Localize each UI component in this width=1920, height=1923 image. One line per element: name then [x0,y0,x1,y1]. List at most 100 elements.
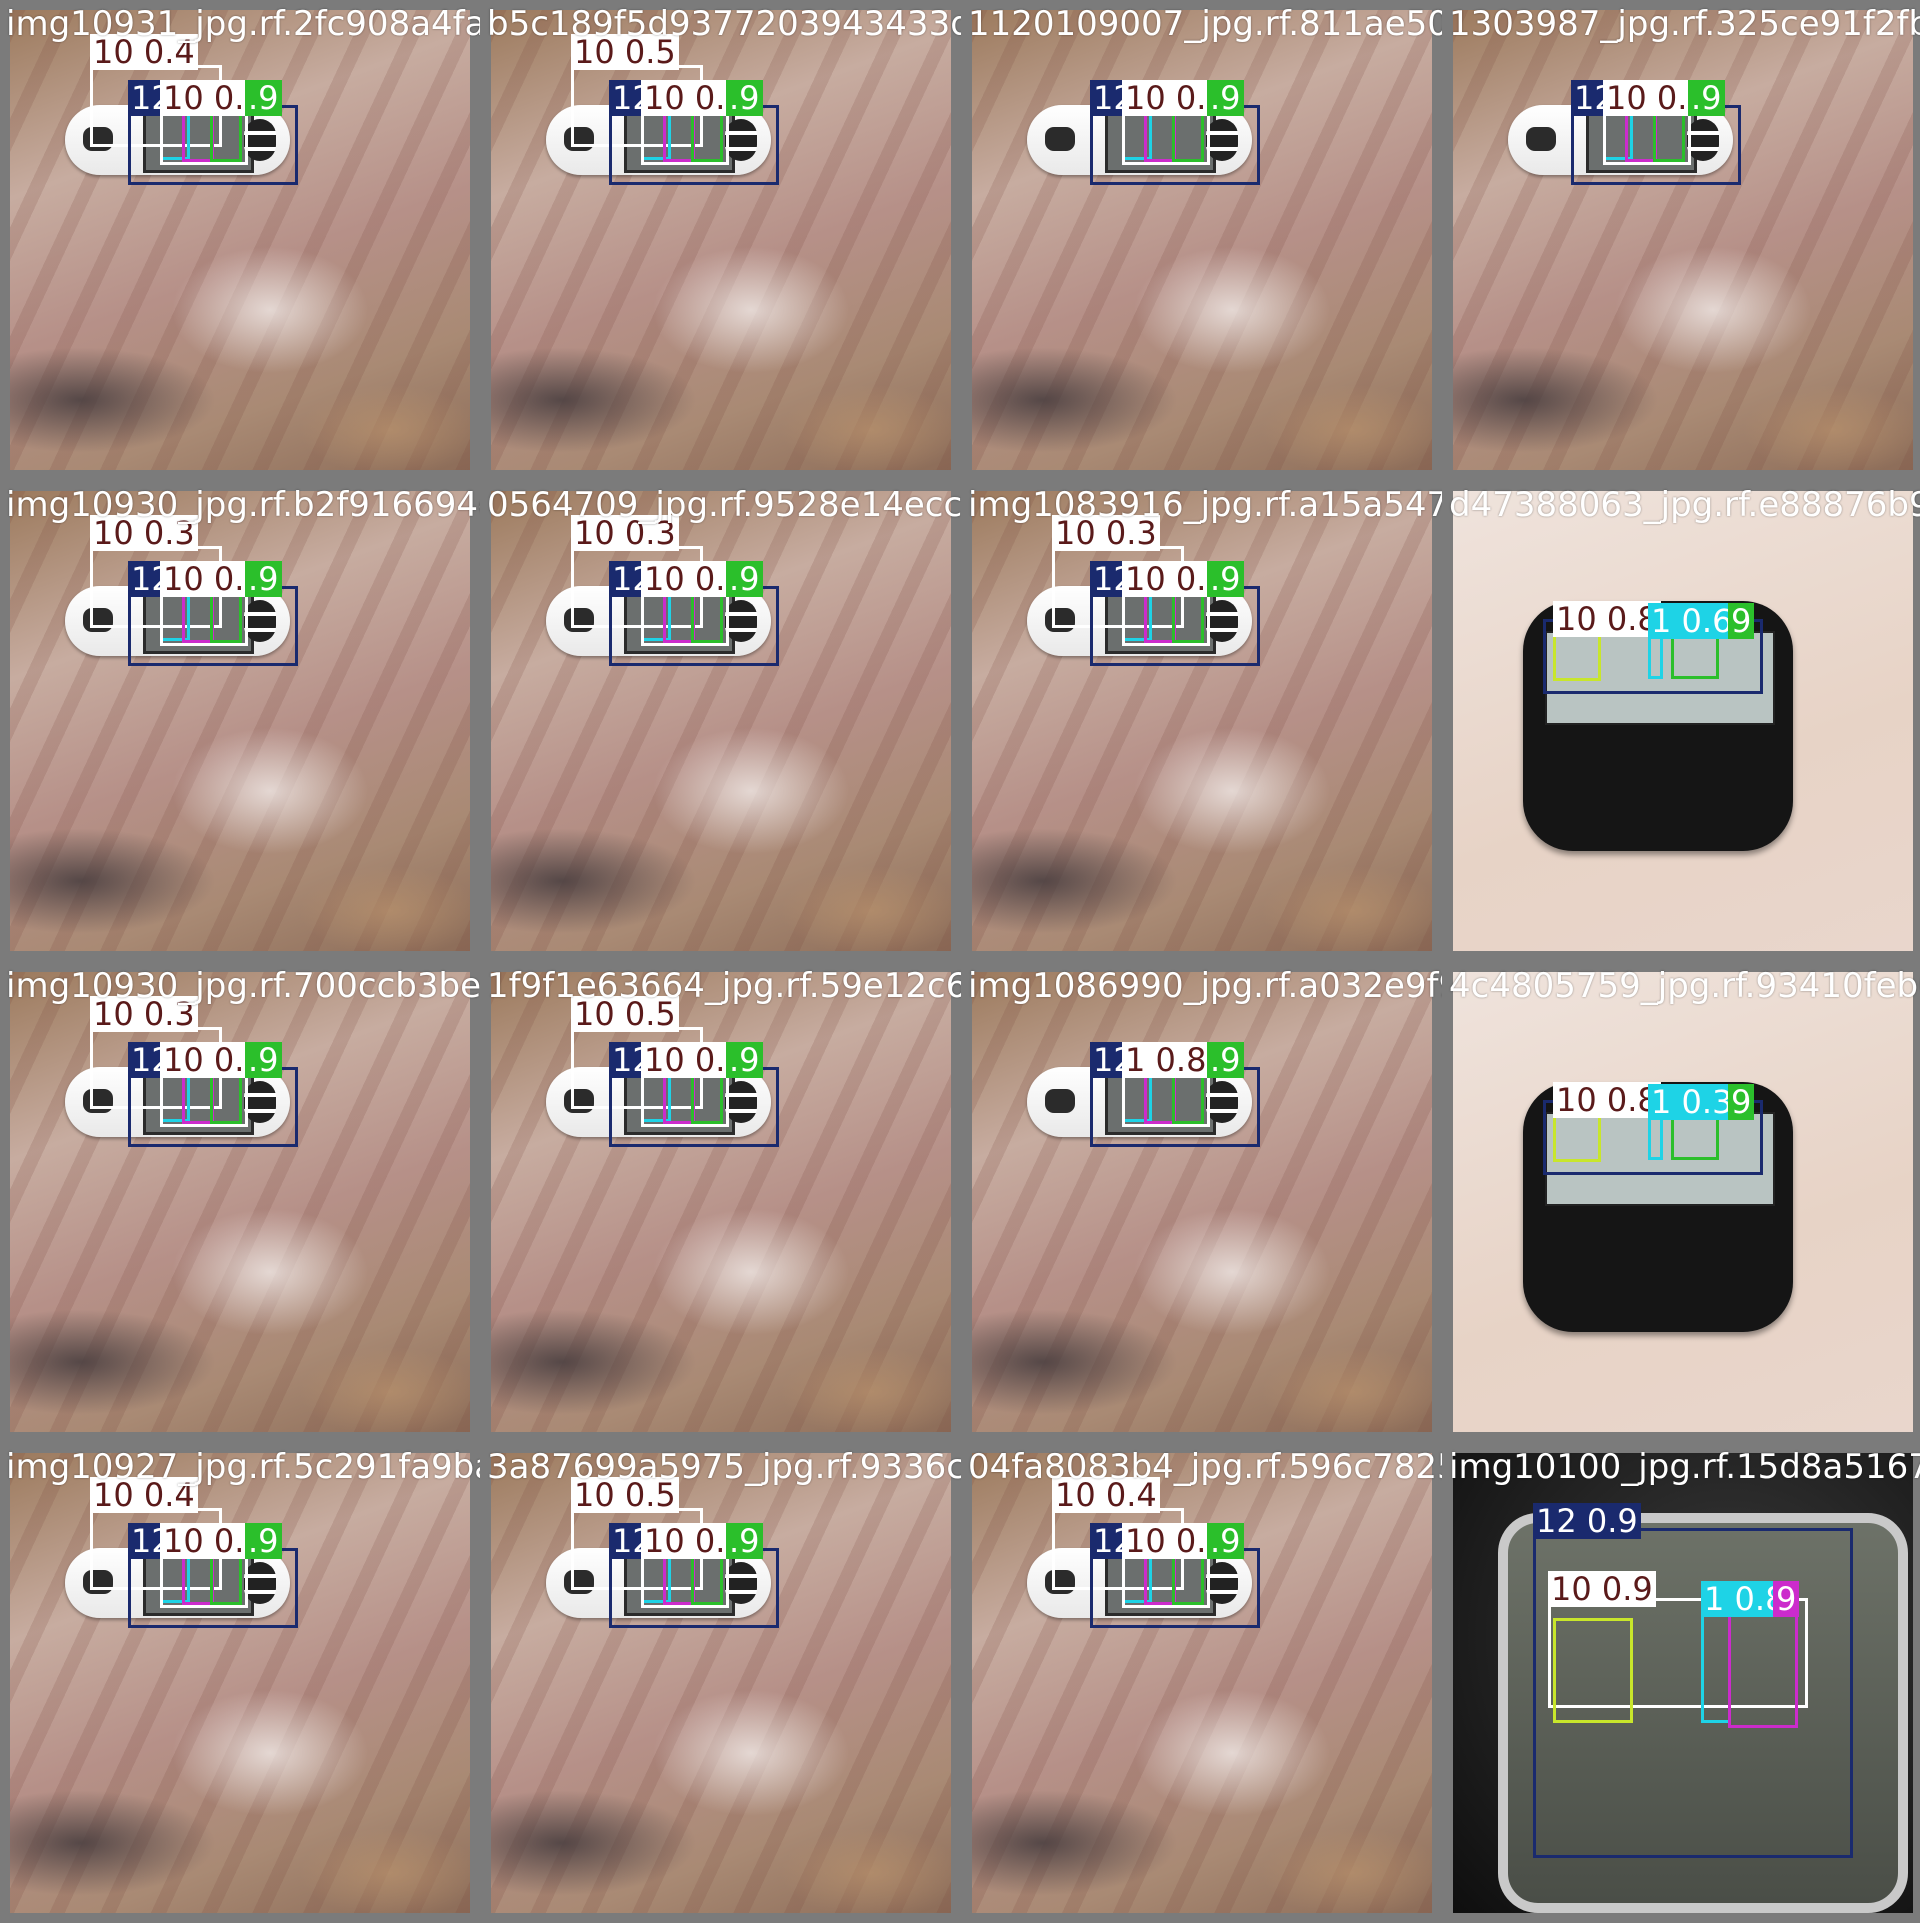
detection-label: 9 [1773,1581,1800,1617]
detection-label: .9 [726,561,763,597]
meter-button [1045,608,1075,632]
photo-image: 10 0.4 12 10 0.5.9 [972,1453,1432,1913]
meter-button [564,127,594,151]
detection-label: .9 [1688,80,1725,116]
meter-button [564,608,594,632]
grid-tile: 10 0.4 12 10 0.5.9 04fa8083b4_jpg.rf.596c78… [962,1443,1442,1923]
meter-button [83,608,113,632]
meter-button [564,1570,594,1594]
meter-button [1045,127,1075,151]
image-filename: img1083916_jpg.rf.a15a5478dead [968,485,1442,525]
meter-grip [725,119,757,161]
grid-tile: 12 0.9 10 0.9 1 0.8 9 img10100_jpg.rf.15d8a5… [1443,1443,1920,1923]
grid-tile: 10 0.3 12 10 0.7.9 img10930_jpg.rf.700ccb3b… [0,962,480,1442]
image-filename: 1303987_jpg.rf.325ce91f2fbc044 [1449,4,1920,44]
grid-tile: 10 0.5 12 10 0.6.9 3a87699a5975_jpg.rf.9336… [481,1443,961,1923]
photo-image: 10 0.3 12 10 0.8.9 [10,491,470,951]
meter-grip [244,1562,276,1604]
image-filename: img10931_jpg.rf.2fc908a4fa [6,4,480,44]
detection-label: 10 0.5 [571,34,679,70]
image-filename: b5c189f5d9377203943433d0 [487,4,961,44]
detection-box [1728,1603,1798,1728]
meter-grip [244,119,276,161]
meter-grip [725,600,757,642]
detection-label: .9 [726,1523,763,1559]
image-filename: img10930_jpg.rf.b2f916694c054709 [6,485,480,525]
photo-image: 12 1 0.8.9 [972,972,1432,1432]
detection-label: .9 [245,1523,282,1559]
detection-box [1553,631,1601,681]
detection-label: 10 0.4 [90,34,198,70]
image-filename: 04fa8083b4_jpg.rf.596c7825cba [968,1447,1442,1487]
detection-label: 10 0.4 [90,1477,198,1513]
detection-label: .9 [726,1042,763,1078]
photo-image: 10 0.4 12 10 0.5.9 [10,10,470,470]
meter-grip [1206,600,1238,642]
detection-label: .9 [726,80,763,116]
photo-image: 12 10 0.7.9 [1453,10,1913,470]
image-filename: 0564709_jpg.rf.9528e14eccaea [487,485,961,525]
detection-label: 10 0.5 [571,996,679,1032]
detection-label: .9 [1207,1523,1244,1559]
meter-button [1526,127,1556,151]
detection-label: 10 0.3 [1052,515,1160,551]
photo-image: 12 0.9 10 0.9 1 0.8 9 [1453,1453,1913,1913]
grid-tile: 10 0.4 12 10 0.5.9 img10927_jpg.rf.5c291fa9… [0,1443,480,1923]
detection-label: 10 0.7 [160,1042,268,1078]
detection-label: 1 0.8 [1122,1042,1210,1078]
meter-grip [1687,119,1719,161]
grid-tile: 10 0.3 12 10 0.7.9 img1083916_jpg.rf.a15a54… [962,481,1442,961]
detection-label: 12 0.9 [1533,1503,1641,1539]
photo-image: 10 0.5 12 10 0.6.9 [491,10,951,470]
meter-button [1045,1089,1075,1113]
meter-grip [1206,1562,1238,1604]
meter-button [83,1089,113,1113]
detection-box [1533,1528,1853,1858]
photo-image: 10 0.3 12 10 0.7.9 [491,491,951,951]
grid-tile: 10 0.5 12 10 0.6.9 1f9f1e63664_jpg.rf.59e12… [481,962,961,1442]
detection-box [1553,1618,1633,1723]
detection-box [1553,1112,1601,1162]
photo-image: 10 0.4 12 10 0.5.9 [10,1453,470,1913]
detection-label: .9 [245,1042,282,1078]
image-filename: 4c4805759_jpg.rf.93410feb6c8 [1449,966,1920,1006]
detection-box [1548,1598,1808,1708]
photo-image: 10 0.3 12 10 0.7.9 [10,972,470,1432]
image-filename: d47388063_jpg.rf.e88876b9b5 [1449,485,1920,525]
grid-tile: 10 0.3 12 10 0.7.9 0564709_jpg.rf.9528e14ec… [481,481,961,961]
detection-label: 9 [1728,603,1755,639]
photo-image: 10 0.8 1 0.6 9 [1453,491,1913,951]
photo-image: 10 0.3 12 10 0.7.9 [972,491,1432,951]
detection-label: .9 [1207,80,1244,116]
detection-label: 10 0.9 [1548,1571,1656,1607]
grid-tile: 10 0.3 12 10 0.8.9 img10930_jpg.rf.b2f91669… [0,481,480,961]
detection-label: 10 0.3 [571,515,679,551]
detection-label: .9 [1207,1042,1244,1078]
meter-grip [1206,119,1238,161]
detection-label: 10 0.8 [1553,601,1661,637]
detection-label: 10 0.5 [571,1477,679,1513]
image-filename: img10927_jpg.rf.5c291fa9ba [6,1447,480,1487]
photo-image: 10 0.5 12 10 0.6.9 [491,972,951,1432]
photo-image: 10 0.5 12 10 0.6.9 [491,1453,951,1913]
meter-grip [244,600,276,642]
image-filename: 1120109007_jpg.rf.811ae509dc [968,4,1442,44]
detection-label: 10 0.4 [1052,1477,1160,1513]
grid-tile: 10 0.5 12 10 0.6.9 b5c189f5d9377203943433d0 [481,0,961,480]
meter-button [1045,1570,1075,1594]
meter-button [83,127,113,151]
detection-label: .9 [1207,561,1244,597]
image-filename: 1f9f1e63664_jpg.rf.59e12c6265 [487,966,961,1006]
grid-tile: 10 0.4 12 10 0.5.9 img10931_jpg.rf.2fc908a4… [0,0,480,480]
detection-label: 1 0.6 [1648,603,1736,639]
image-filename: img10100_jpg.rf.15d8a516704cf1 [1449,1447,1920,1487]
detection-label: 10 0.3 [90,515,198,551]
meter-grip [725,1081,757,1123]
meter-grip [244,1081,276,1123]
photo-image: 10 0.8 1 0.3 9 [1453,972,1913,1432]
